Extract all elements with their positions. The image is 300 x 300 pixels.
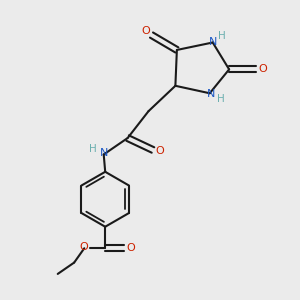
Text: H: H: [89, 144, 97, 154]
Text: H: H: [217, 94, 225, 104]
Text: O: O: [126, 243, 135, 253]
Text: N: N: [207, 89, 215, 99]
Text: N: N: [100, 148, 108, 158]
Text: O: O: [79, 242, 88, 252]
Text: O: O: [142, 26, 151, 37]
Text: H: H: [218, 31, 226, 41]
Text: O: O: [155, 146, 164, 157]
Text: O: O: [258, 64, 267, 74]
Text: N: N: [209, 37, 218, 47]
